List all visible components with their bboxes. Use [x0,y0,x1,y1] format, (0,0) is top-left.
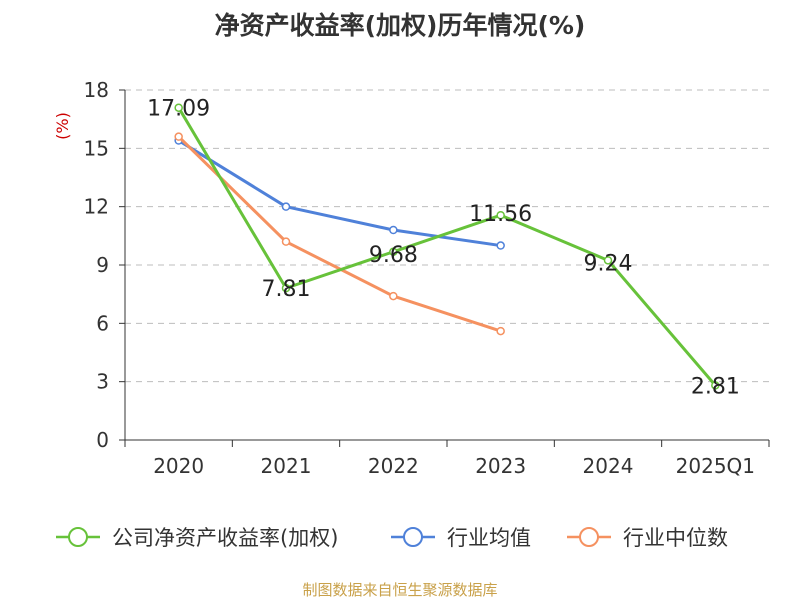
data-point[interactable] [496,210,505,220]
legend-swatch-marker [579,527,599,547]
y-tick-label: 18 [84,78,109,102]
data-point[interactable] [389,225,398,235]
data-label: 11.56 [469,202,532,227]
series-line-1 [177,139,501,248]
data-point[interactable] [496,326,505,336]
gridlines [125,89,769,383]
y-tick-label: 15 [84,136,109,160]
series-line-2 [177,135,502,333]
x-tick-label: 2020 [153,454,204,478]
x-tick-label: 2022 [368,454,419,478]
data-point[interactable] [496,241,505,250]
legend: 公司净资产收益率(加权) 行业均值 行业中位数 [56,526,728,550]
series-group [174,103,720,390]
data-point[interactable] [174,103,183,112]
x-tick-label: 2025Q1 [676,454,755,478]
data-labels: 17.09 7.81 9.68 11.56 9.24 2.81 [147,97,740,400]
y-tick-label: 3 [96,370,109,394]
legend-label-1: 行业均值 [447,526,531,550]
data-label: 9.68 [369,243,418,268]
data-point[interactable] [174,132,183,141]
y-tick-label: 12 [84,195,109,219]
legend-label-0: 公司净资产收益率(加权) [112,526,338,550]
legend-swatch-marker [403,527,423,547]
data-label: 2.81 [691,374,740,399]
data-label: 9.24 [584,251,633,276]
data-point[interactable] [389,291,398,301]
y-tick-label: 6 [96,311,109,335]
legend-label-2: 行业中位数 [623,526,728,550]
data-point[interactable] [603,256,613,265]
source-note: 制图数据来自恒生聚源数据库 [302,581,498,599]
legend-swatch-marker [68,527,88,547]
y-tick-label: 9 [96,253,109,277]
x-tick-label: 2021 [261,454,312,478]
data-label: 17.09 [147,97,210,122]
y-axis-label: (%) [53,112,72,140]
data-label: 7.81 [262,277,311,302]
x-tick-label: 2023 [475,454,526,478]
series-line-0 [177,106,717,387]
y-tick-label: 0 [96,428,109,452]
data-point[interactable] [711,381,720,390]
data-point[interactable] [281,237,291,246]
data-point[interactable] [389,247,398,257]
data-point[interactable] [281,202,291,211]
data-point[interactable] [281,283,291,293]
axes: 0 3 6 9 12 15 18 2020 2021 2022 2023 2024 2025Q1 [84,78,770,478]
chart-title: 净资产收益率(加权)历年情况(%) [214,11,586,40]
x-tick-label: 2024 [583,454,634,478]
